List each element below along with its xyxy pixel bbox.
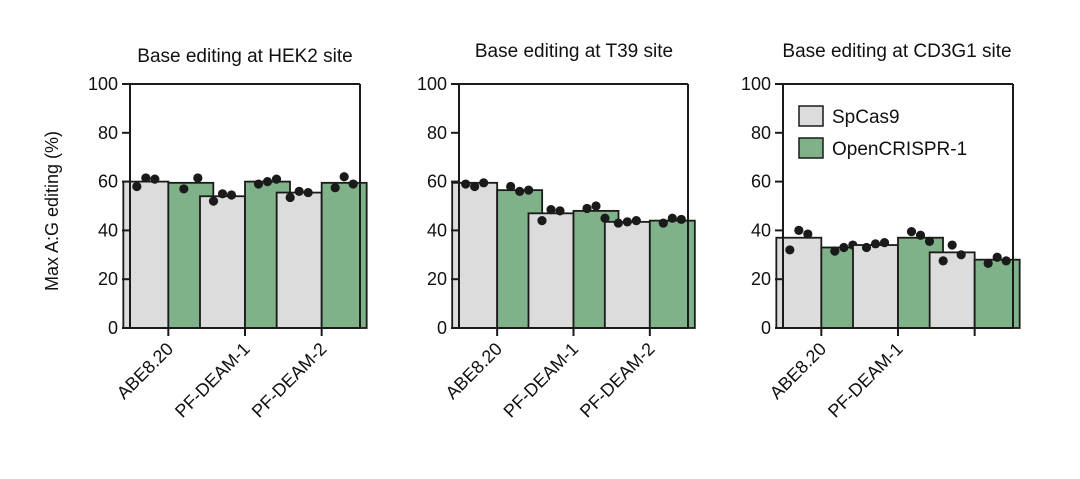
replicate-dot <box>461 179 471 189</box>
y-tick-label: 80 <box>98 123 118 143</box>
y-tick-label: 40 <box>427 220 447 240</box>
panel-hek2: Base editing at HEK2 site 0 20 40 60 80 100 AB… <box>88 46 368 422</box>
replicate-dot <box>303 187 313 198</box>
replicate-dot <box>141 173 151 183</box>
y-tick-label: 20 <box>751 269 771 289</box>
replicate-dot <box>348 179 358 189</box>
legend-label-spcas9: SpCas9 <box>832 107 900 128</box>
replicate-dot <box>524 185 534 195</box>
x-tick-label: ABE8.20 <box>442 339 506 403</box>
y-tick-label: 0 <box>108 318 118 338</box>
replicate-dot <box>992 252 1002 262</box>
y-tick-label: 100 <box>417 74 447 94</box>
legend: SpCas9 OpenCRISPR-1 <box>798 105 967 160</box>
replicate-dot <box>262 177 273 187</box>
y-tick-label: 60 <box>98 172 118 192</box>
bar-spcas9-2 <box>527 212 575 329</box>
replicate-dot <box>515 186 525 196</box>
replicate-dot <box>947 240 957 250</box>
replicate-dot <box>658 218 668 228</box>
replicate-dot <box>613 218 623 228</box>
replicate-dot <box>339 172 349 182</box>
bar-spcas9-3 <box>275 191 323 329</box>
y-tick-label: 40 <box>98 220 118 240</box>
replicate-dot <box>785 245 795 255</box>
y-tick-label: 60 <box>427 172 447 192</box>
replicate-dot <box>591 201 601 211</box>
y-tick-label: 40 <box>751 220 771 240</box>
bar-spcas9-3 <box>928 251 976 329</box>
replicate-dot <box>546 205 556 215</box>
replicate-dot <box>870 239 881 249</box>
replicate-dot <box>861 242 872 253</box>
x-tick-label: PF-DEAM-2 <box>576 339 659 422</box>
y-tick-label: 0 <box>437 318 447 338</box>
replicate-dot <box>879 238 890 248</box>
x-tick-label: PF-DEAM-1 <box>500 339 583 422</box>
replicate-dot <box>631 216 641 226</box>
replicate-dot <box>839 242 849 253</box>
replicate-dot <box>193 173 203 183</box>
replicate-dot <box>271 174 282 184</box>
x-tick-label: ABE8.20 <box>766 339 830 403</box>
replicate-dot <box>537 216 547 226</box>
replicate-dot <box>179 184 189 194</box>
y-tick-label: 100 <box>88 74 118 94</box>
chart-title: Base editing at T39 site <box>475 41 673 62</box>
replicate-dot <box>555 206 565 216</box>
bar-spcas9-2 <box>199 195 246 329</box>
legend-swatch-opencrispr <box>798 137 824 159</box>
y-tick-label: 80 <box>427 123 447 143</box>
chart-title: Base editing at CD3G1 site <box>782 41 1011 62</box>
replicate-dot <box>208 196 219 206</box>
y-tick-label: 60 <box>751 172 771 192</box>
replicate-dot <box>285 192 295 203</box>
chart-title: Base editing at HEK2 site <box>137 46 352 67</box>
x-tick-label: PF-DEAM-1 <box>824 339 907 422</box>
x-tick-label: PF-DEAM-2 <box>248 339 331 422</box>
replicate-dot <box>1001 256 1011 266</box>
x-tick-label: PF-DEAM-1 <box>171 339 254 422</box>
replicate-dot <box>294 186 304 196</box>
replicate-dot <box>330 183 340 193</box>
replicate-dot <box>667 213 677 223</box>
replicate-dot <box>924 236 935 246</box>
replicate-dot <box>470 181 480 192</box>
y-tick-label: 20 <box>98 269 118 289</box>
replicate-dot <box>600 213 610 223</box>
bar-spcas9-3 <box>603 220 651 329</box>
replicate-dot <box>676 214 686 225</box>
replicate-dot <box>479 178 489 188</box>
y-tick-label: 100 <box>741 74 771 94</box>
replicate-dot <box>830 246 840 256</box>
replicate-dot <box>132 181 142 192</box>
y-axis-label: Max A:G editing (%) <box>42 131 62 291</box>
y-tick-label: 80 <box>751 123 771 143</box>
replicate-dot <box>226 190 237 200</box>
replicate-dot <box>150 174 160 184</box>
panel-cd3g1: Base editing at CD3G1 site SpCas9 OpenCR… <box>741 41 1021 422</box>
replicate-dot <box>622 217 632 227</box>
replicate-dot <box>217 189 228 199</box>
replicate-dot <box>506 181 516 192</box>
replicate-dot <box>938 256 948 266</box>
replicate-dot <box>582 203 592 214</box>
bar-spcas9-2 <box>852 244 899 329</box>
replicate-dot <box>915 230 926 240</box>
x-tick-label: ABE8.20 <box>113 339 177 403</box>
replicate-dot <box>983 258 993 268</box>
y-tick-label: 0 <box>761 318 771 338</box>
panel-t39: Base editing at T39 site 0 20 40 60 80 100 ABE… <box>417 41 696 422</box>
replicate-dot <box>794 225 804 235</box>
replicate-dot <box>906 227 917 237</box>
replicate-dot <box>956 250 966 260</box>
y-tick-label: 20 <box>427 269 447 289</box>
legend-swatch-spcas9 <box>798 105 824 127</box>
replicate-dot <box>803 229 813 239</box>
legend-label-opencrispr: OpenCRISPR-1 <box>832 139 967 160</box>
replicate-dot <box>253 179 264 189</box>
